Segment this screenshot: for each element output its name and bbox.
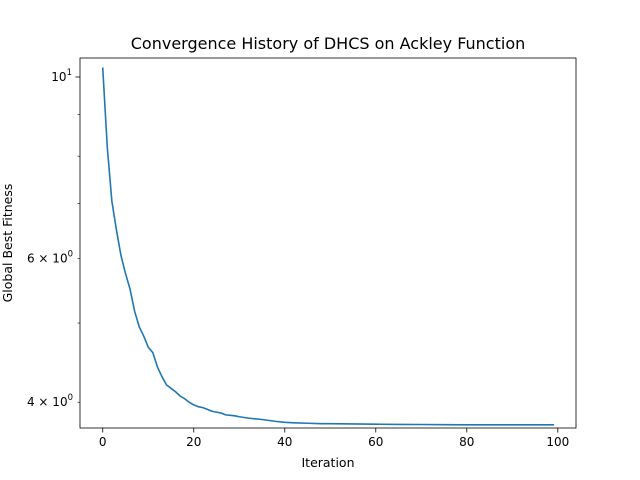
- series-line: [101, 67, 555, 426]
- y-major-tick-label: 101: [51, 68, 72, 84]
- x-tick-label: 0: [99, 435, 107, 449]
- chart-title: Convergence History of DHCS on Ackley Fu…: [131, 34, 526, 53]
- x-tick-label: 40: [277, 435, 292, 449]
- x-tick-label: 60: [368, 435, 383, 449]
- plot-area: [80, 58, 576, 428]
- series-layer: [101, 67, 555, 426]
- y-minor-tick-label: 6 × 100: [27, 249, 73, 265]
- x-tick-label: 100: [546, 435, 569, 449]
- y-minor-tick-label: 4 × 100: [27, 393, 73, 409]
- x-tick-label: 20: [186, 435, 201, 449]
- x-axis-label: Iteration: [301, 455, 354, 470]
- x-tick-label: 80: [459, 435, 474, 449]
- y-axis-label: Global Best Fitness: [0, 184, 15, 303]
- ticks-layer: 0 20 40 60 80 100 101 6 × 100 4 × 100: [27, 68, 569, 449]
- axes-frame: [79, 57, 577, 429]
